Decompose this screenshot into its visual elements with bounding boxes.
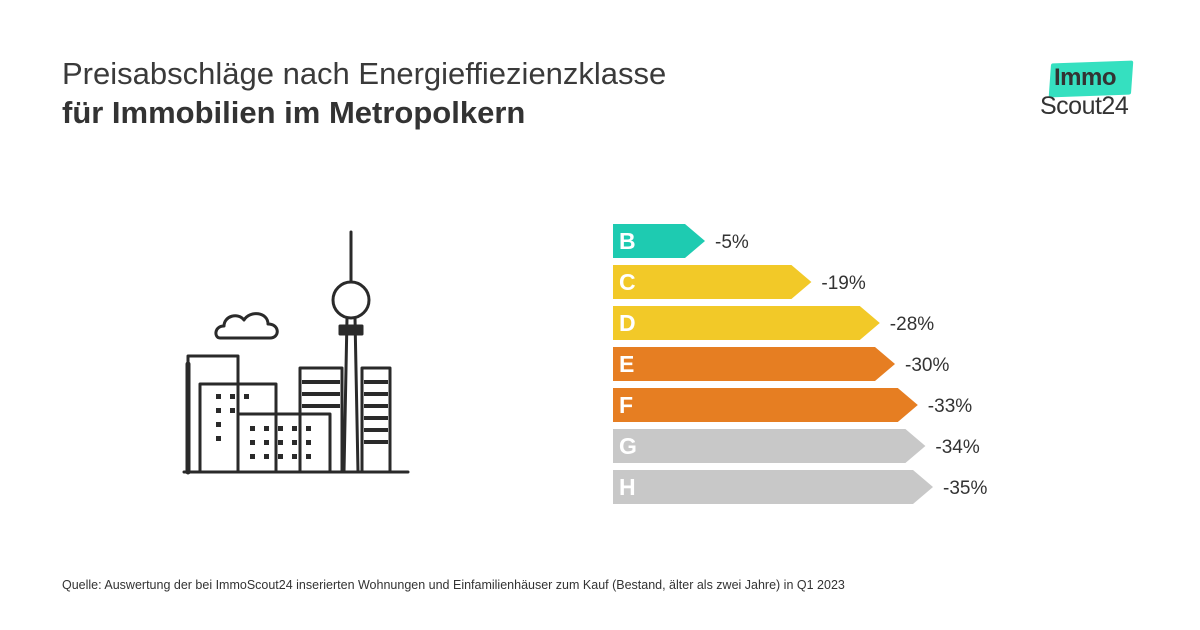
bar-f	[613, 388, 918, 422]
source-note: Quelle: Auswertung der bei ImmoScout24 i…	[62, 578, 845, 592]
category-label-e: E	[619, 351, 634, 377]
category-label-h: H	[619, 474, 636, 500]
bar-e	[613, 347, 895, 381]
title-line-2: für Immobilien im Metropolkern	[62, 95, 526, 131]
value-label-e: -30%	[905, 355, 949, 376]
category-label-g: G	[619, 433, 637, 459]
title-line-1: Preisabschläge nach Energieffiezienzklas…	[62, 56, 667, 91]
category-label-f: F	[619, 392, 633, 418]
bar-h	[613, 470, 933, 504]
tower-sphere	[331, 280, 371, 320]
bar-b	[613, 224, 705, 258]
category-label-c: C	[619, 269, 636, 295]
energy-class-bar-chart: B -5% C -19% D -28% E -30% F -33% G -34% H -35%	[613, 224, 987, 504]
category-label-b: B	[619, 228, 636, 254]
city-skyline-icon	[182, 230, 410, 475]
category-label-d: D	[619, 310, 636, 336]
value-label-b: -5%	[715, 232, 749, 253]
cloud-icon	[214, 312, 279, 340]
value-label-h: -35%	[943, 478, 987, 499]
chart-title: Preisabschläge nach Energieffiezienzklas…	[62, 55, 666, 131]
left-building	[186, 354, 240, 474]
logo-text-top: Immo	[1054, 64, 1117, 91]
value-label-f: -33%	[928, 396, 972, 417]
value-label-g: -34%	[935, 437, 979, 458]
value-label-c: -19%	[821, 273, 865, 294]
value-label-d: -28%	[890, 314, 934, 335]
bar-d	[613, 306, 880, 340]
immoscout24-logo: Immo Scout24	[1040, 60, 1150, 124]
bar-c	[613, 265, 812, 299]
logo-text-bottom: Scout24	[1040, 92, 1129, 120]
bar-g	[613, 429, 926, 463]
